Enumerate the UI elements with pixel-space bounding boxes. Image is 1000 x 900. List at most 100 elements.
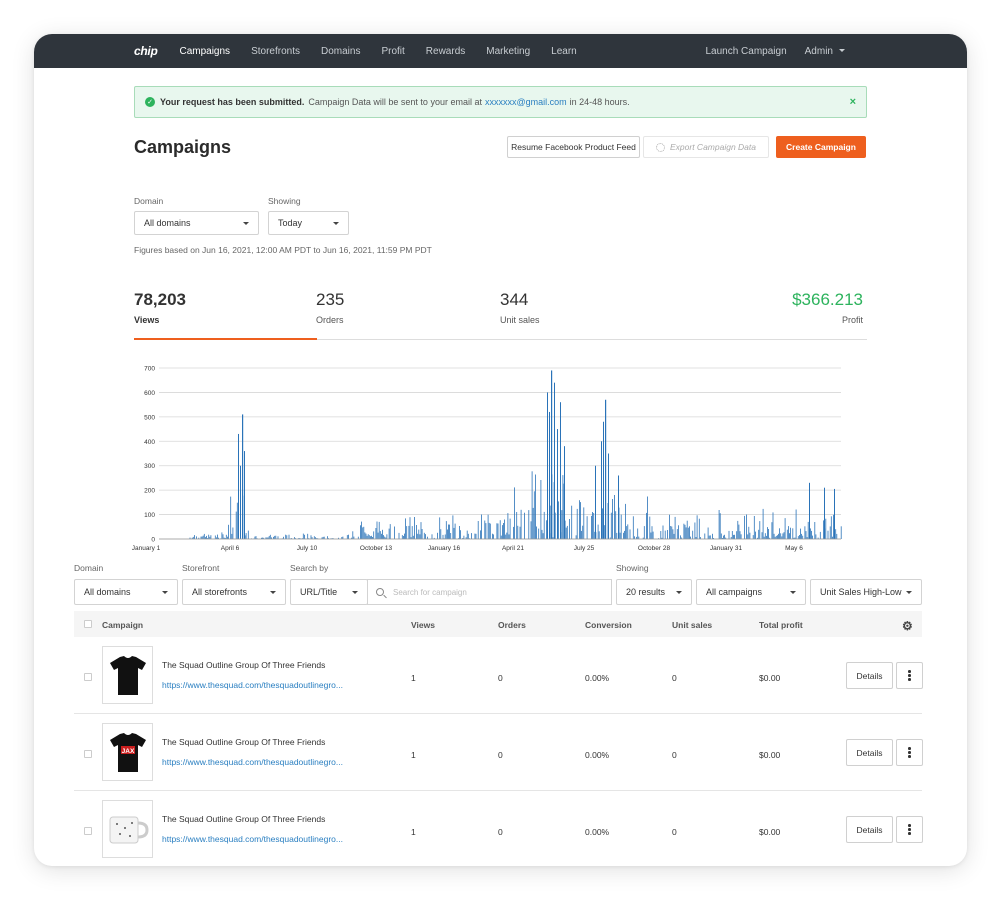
more-options-icon[interactable] <box>896 739 923 766</box>
bar <box>274 535 276 539</box>
bar <box>662 525 664 539</box>
bar <box>575 535 577 539</box>
bar <box>364 532 366 539</box>
row-checkbox[interactable] <box>84 827 92 835</box>
bar <box>730 537 732 539</box>
stat-value: 344 <box>500 290 529 309</box>
alert-email[interactable]: xxxxxxx@gmail.com <box>484 97 567 107</box>
bar <box>667 530 668 539</box>
row-checkbox[interactable] <box>84 750 92 758</box>
create-campaign-button[interactable]: Create Campaign <box>776 136 866 158</box>
bar <box>298 538 300 539</box>
bar <box>582 525 584 539</box>
gear-icon[interactable]: ⚙ <box>902 619 913 633</box>
bar <box>532 507 534 539</box>
campaign-url[interactable]: https://www.thesquad.com/thesquadoutline… <box>162 757 343 767</box>
nav-domains[interactable]: Domains <box>320 45 361 57</box>
nav-marketing[interactable]: Marketing <box>486 45 531 57</box>
bar <box>638 536 640 539</box>
bar <box>825 518 827 539</box>
bar <box>629 529 631 539</box>
bar <box>819 531 821 539</box>
select-all-checkbox[interactable] <box>84 620 92 628</box>
search-input[interactable]: Search for campaign <box>367 579 612 605</box>
bar <box>827 530 829 539</box>
header-total-profit[interactable]: Total profit <box>759 620 803 630</box>
bar <box>447 529 448 539</box>
bar <box>700 537 701 539</box>
header-views[interactable]: Views <box>411 620 435 630</box>
domain-select[interactable]: All domains <box>134 211 259 235</box>
domain-label: Domain <box>134 196 164 206</box>
nav-campaigns[interactable]: Campaigns <box>179 45 231 57</box>
bar <box>815 534 817 539</box>
header-unit-sales[interactable]: Unit sales <box>672 620 713 630</box>
page-title: Campaigns <box>134 137 232 157</box>
campaign-name: The Squad Outline Group Of Three Friends <box>162 737 326 747</box>
nav-storefronts[interactable]: Storefronts <box>251 45 300 57</box>
close-icon[interactable]: × <box>849 96 856 108</box>
bar <box>366 535 368 539</box>
bar <box>683 523 685 539</box>
campaign-url[interactable]: https://www.thesquad.com/thesquadoutline… <box>162 680 343 690</box>
stat-unit-sales[interactable]: 344 Unit sales <box>500 290 540 325</box>
bar <box>634 536 635 539</box>
stat-orders[interactable]: 235 Orders <box>316 290 344 325</box>
bar <box>728 530 730 539</box>
bar <box>308 538 310 539</box>
stat-profit[interactable]: $366.213 Profit <box>792 290 863 325</box>
user-menu[interactable]: Admin <box>805 46 845 57</box>
bar <box>311 537 313 539</box>
product-thumbnail[interactable] <box>102 646 153 704</box>
nav-launch-campaign[interactable]: Launch Campaign <box>705 45 787 57</box>
sort-select[interactable]: Unit Sales High-Low <box>810 579 922 605</box>
bar <box>205 537 206 539</box>
product-thumbnail[interactable]: JAX <box>102 723 153 781</box>
stat-views[interactable]: 78,203 Views <box>134 290 186 325</box>
bar <box>620 514 622 539</box>
nav-learn[interactable]: Learn <box>551 45 577 57</box>
header-orders[interactable]: Orders <box>498 620 526 630</box>
bar <box>762 508 764 539</box>
export-label: Export Campaign Data <box>670 142 756 152</box>
bar <box>778 533 779 539</box>
chip-logo[interactable]: chip <box>134 44 158 58</box>
bar <box>208 534 210 539</box>
bar <box>207 538 208 539</box>
details-button[interactable]: Details <box>846 662 893 689</box>
bar <box>604 525 606 539</box>
results-value: 20 results <box>626 587 666 597</box>
cell-conversion: 0.00% <box>585 827 610 837</box>
bar <box>605 399 607 539</box>
row-checkbox[interactable] <box>84 673 92 681</box>
bar <box>485 523 487 539</box>
more-options-icon[interactable] <box>896 816 923 843</box>
table-domain-select[interactable]: All domains <box>74 579 178 605</box>
campaigns-filter-select[interactable]: All campaigns <box>696 579 806 605</box>
bar <box>198 537 200 539</box>
product-thumbnail[interactable] <box>102 800 153 858</box>
search-by-select[interactable]: URL/Title <box>290 579 368 605</box>
nav-rewards[interactable]: Rewards <box>425 45 466 57</box>
campaign-url[interactable]: https://www.thesquad.com/thesquadoutline… <box>162 834 343 844</box>
bar <box>442 534 444 539</box>
bar <box>332 538 334 539</box>
bar <box>191 537 193 539</box>
results-select[interactable]: 20 results <box>616 579 692 605</box>
details-button[interactable]: Details <box>846 816 893 843</box>
more-options-icon[interactable] <box>896 662 923 689</box>
details-button[interactable]: Details <box>846 739 893 766</box>
nav-profit[interactable]: Profit <box>381 45 405 57</box>
bar <box>832 536 833 539</box>
header-conversion[interactable]: Conversion <box>585 620 632 630</box>
bar <box>346 535 348 539</box>
bar <box>466 530 468 539</box>
bar <box>775 535 777 539</box>
export-data-button[interactable]: Export Campaign Data <box>643 136 769 158</box>
header-campaign[interactable]: Campaign <box>102 620 144 630</box>
resume-feed-button[interactable]: Resume Facebook Product Feed <box>507 136 640 158</box>
showing-select[interactable]: Today <box>268 211 349 235</box>
bar <box>357 536 359 539</box>
storefront-select[interactable]: All storefronts <box>182 579 286 605</box>
table-domain-value: All domains <box>84 587 131 597</box>
